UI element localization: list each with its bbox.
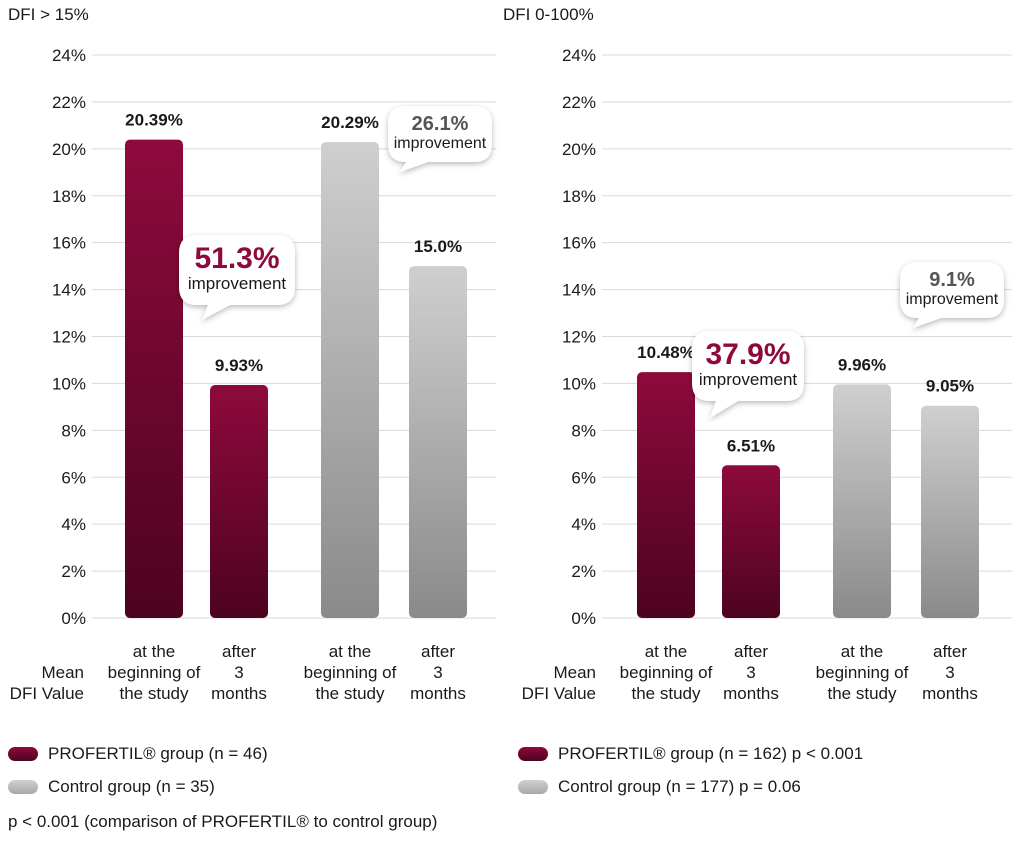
y-tick-label: 22% [562,93,596,112]
improvement-value: 26.1% [412,113,469,135]
x-tick-label: months [410,684,466,703]
y-tick-label: 8% [571,421,596,440]
y-tick-label: 16% [562,234,596,253]
row-label: DFI Value [10,684,84,703]
x-tick-label: 3 [945,663,954,682]
row-label: DFI Value [522,684,596,703]
legend-item-profertil-left: PROFERTIL® group (n = 46) [8,744,268,764]
legend-item-control-right: Control group (n = 177) p = 0.06 [518,777,801,797]
data-label: 20.29% [321,113,379,132]
bar-control [921,405,979,618]
x-tick-label: months [723,684,779,703]
data-label: 9.05% [926,377,974,396]
x-tick-label: after [421,642,455,661]
x-tick-label: after [734,642,768,661]
x-tick-label: at the [133,642,176,661]
x-tick-label: beginning of [304,663,397,682]
y-tick-label: 6% [61,468,86,487]
x-tick-label: beginning of [108,663,201,682]
improvement-bubble [900,262,1004,328]
significance-note: p < 0.001 (comparison of PROFERTIL® to c… [8,812,438,831]
x-tick-label: at the [841,642,884,661]
y-tick-label: 4% [571,515,596,534]
legend-item-profertil-right: PROFERTIL® group (n = 162) p < 0.001 [518,744,863,764]
bar-control [321,142,379,619]
improvement-value: 9.1% [929,269,975,291]
legend-item-control-left: Control group (n = 35) [8,777,215,797]
y-axis-label: DFI 0-100% [503,5,594,24]
data-label: 10.48% [637,343,695,362]
improvement-text: improvement [699,370,798,389]
legend-swatch-profertil [8,747,38,761]
y-tick-label: 10% [52,374,86,393]
y-tick-label: 22% [52,93,86,112]
legend-label: Control group (n = 35) [48,777,215,796]
bar-profertil [637,372,695,618]
x-tick-label: beginning of [816,663,909,682]
x-tick-label: the study [120,684,189,703]
x-tick-label: at the [329,642,372,661]
data-label: 6.51% [727,436,775,455]
bar-control [409,266,467,618]
improvement-text: improvement [394,135,487,152]
y-tick-label: 20% [562,140,596,159]
y-tick-label: 18% [52,187,86,206]
legend-swatch-control [8,780,38,794]
x-tick-label: months [211,684,267,703]
improvement-bubble [692,331,804,418]
row-label: Mean [41,663,84,682]
y-tick-label: 6% [571,468,596,487]
data-label: 9.96% [838,355,886,374]
x-tick-label: months [922,684,978,703]
row-label: Mean [553,663,596,682]
improvement-value: 37.9% [705,338,790,371]
y-tick-label: 2% [61,562,86,581]
data-label: 15.0% [414,237,462,256]
y-tick-label: 14% [562,281,596,300]
y-tick-label: 18% [562,187,596,206]
legend-label: PROFERTIL® group (n = 46) [48,744,268,763]
legend-label: Control group (n = 177) p = 0.06 [558,777,801,796]
x-tick-label: the study [632,684,701,703]
y-axis-label: DFI > 15% [8,5,89,24]
y-tick-label: 8% [61,421,86,440]
x-tick-label: the study [316,684,385,703]
x-tick-label: the study [828,684,897,703]
y-tick-label: 20% [52,140,86,159]
legend-label: PROFERTIL® group (n = 162) p < 0.001 [558,744,864,763]
y-tick-label: 24% [52,46,86,65]
y-tick-label: 24% [562,46,596,65]
y-tick-label: 0% [61,609,86,628]
legend-swatch-profertil [518,747,548,761]
bar-control [833,384,891,618]
improvement-bubble [179,235,295,320]
y-tick-label: 0% [571,609,596,628]
y-tick-label: 4% [61,515,86,534]
bar-profertil [210,385,268,618]
y-tick-label: 10% [562,374,596,393]
y-tick-label: 14% [52,281,86,300]
x-tick-label: at the [645,642,688,661]
improvement-text: improvement [906,291,999,308]
improvement-text: improvement [188,274,287,293]
x-tick-label: after [222,642,256,661]
x-tick-label: 3 [433,663,442,682]
x-tick-label: beginning of [620,663,713,682]
bar-profertil [722,465,780,618]
y-tick-label: 12% [52,328,86,347]
x-tick-label: 3 [234,663,243,682]
x-tick-label: 3 [746,663,755,682]
improvement-bubble [388,106,492,172]
y-tick-label: 12% [562,328,596,347]
improvement-value: 51.3% [194,242,279,275]
data-label: 20.39% [125,111,183,130]
data-label: 9.93% [215,356,263,375]
x-tick-label: after [933,642,967,661]
bar-profertil [125,139,183,619]
y-tick-label: 2% [571,562,596,581]
y-tick-label: 16% [52,234,86,253]
legend-swatch-control [518,780,548,794]
